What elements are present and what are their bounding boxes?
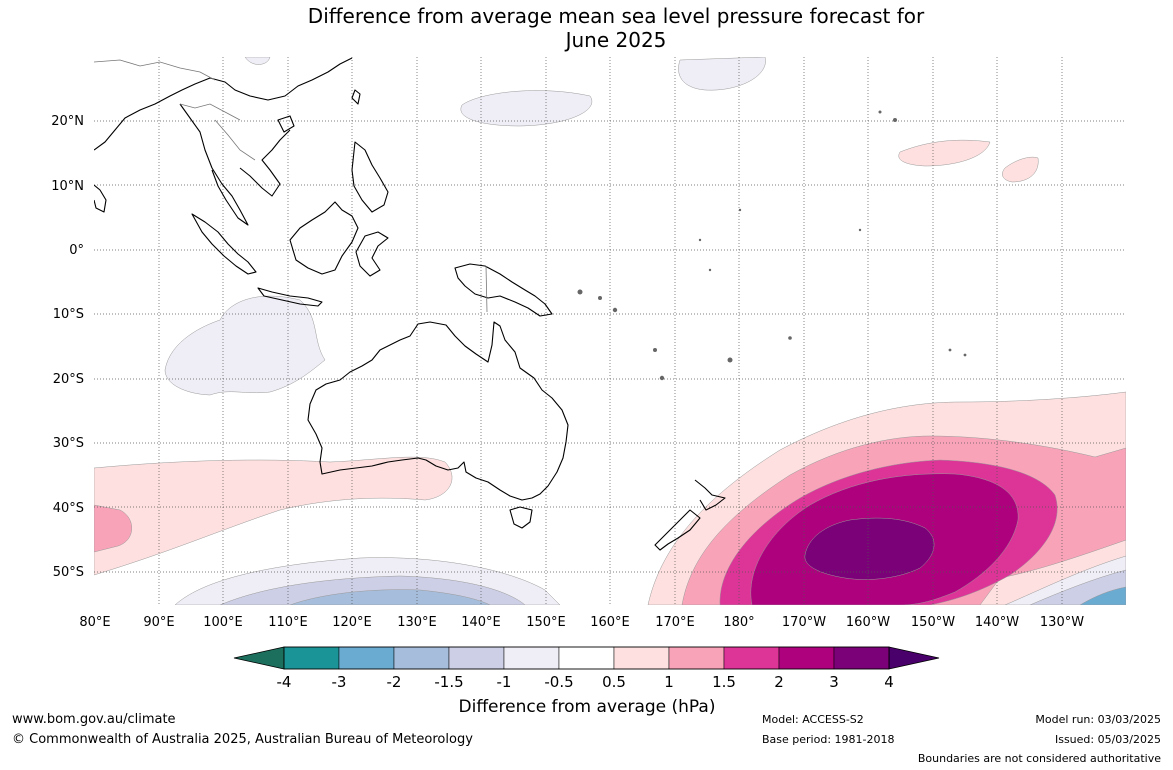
colorbar-tick-label: 4: [884, 673, 894, 691]
coastlines: [94, 57, 726, 551]
contour-low-southeast-pacific-3: [1079, 586, 1126, 605]
footer-disclaimer: Boundaries are not considered authoritat…: [917, 752, 1161, 765]
lat-label-10s: 10°S: [53, 307, 84, 322]
pacific-islands: [577, 110, 967, 381]
colorbar-title: Difference from average (hPa): [459, 697, 716, 717]
colorbar-segment: [503, 646, 560, 670]
latitude-labels: 20°N 10°N 0° 10°S 20°S 30°S 40°S 50°S: [51, 114, 84, 580]
colorbar-segment: [668, 646, 725, 670]
footer-website[interactable]: www.bom.gov.au/climate: [12, 712, 176, 727]
contour-high-tasman-5: [804, 517, 935, 580]
colorbar: -4 -3 -2 -1.5 -1 -0.5 0.5 1 1.5 2 3 4: [233, 646, 940, 691]
coastline-new-zealand: [654, 479, 726, 551]
contour-low-indian-ocean: [164, 295, 326, 396]
coastline-java: [257, 287, 323, 307]
contour-high-central-pacific: [898, 139, 991, 167]
lat-label-20s: 20°S: [53, 372, 84, 387]
colorbar-tick-label: 0.5: [602, 673, 626, 691]
map-gridlines: [94, 57, 1126, 605]
footer-model: Model: ACCESS-S2: [762, 713, 864, 726]
colorbar-tick-label: 2: [774, 673, 784, 691]
lat-label-40s: 40°S: [53, 501, 84, 516]
lon-label-170e: 170°E: [655, 615, 695, 630]
colorbar-segment: [393, 646, 450, 670]
contour-high-southern-indian-2: [94, 504, 132, 553]
colorbar-segment: [613, 646, 670, 670]
colorbar-extend-low: [233, 646, 285, 670]
coastline-tasmania: [509, 506, 533, 529]
lat-label-0: 0°: [69, 243, 84, 258]
colorbar-tick-label: -1: [497, 673, 512, 691]
lon-label-80e: 80°E: [79, 615, 110, 630]
colorbar-frame: [283, 646, 890, 670]
lon-label-160e: 160°E: [590, 615, 630, 630]
anomaly-contours: [94, 57, 1126, 605]
contour-low-north-pacific-2: [678, 57, 766, 91]
coastline-india: [94, 184, 107, 213]
lon-label-100e: 100°E: [203, 615, 243, 630]
colorbar-tick-label: -0.5: [544, 673, 573, 691]
contour-low-north-pacific: [460, 90, 593, 127]
footer-base-period: Base period: 1981-2018: [762, 733, 895, 746]
lon-label-120e: 120°E: [332, 615, 372, 630]
lon-label-160w: 160°W: [846, 615, 890, 630]
coastline-sulawesi: [355, 231, 389, 277]
contour-low-top: [244, 57, 271, 65]
coastline-sumatra: [191, 213, 257, 275]
colorbar-tick-label: -4: [277, 673, 292, 691]
lon-label-90e: 90°E: [143, 615, 174, 630]
lon-label-140w: 140°W: [975, 615, 1019, 630]
lon-label-130e: 130°E: [397, 615, 437, 630]
colorbar-segment: [448, 646, 505, 670]
lat-label-10n: 10°N: [51, 179, 84, 194]
colorbar-extend-high: [888, 646, 940, 670]
colorbar-segment: [283, 646, 340, 670]
longitude-labels: 80°E 90°E 100°E 110°E 120°E 130°E 140°E …: [79, 615, 1084, 630]
lon-label-140e: 140°E: [461, 615, 501, 630]
footer-model-run: Model run: 03/03/2025: [1035, 713, 1161, 726]
title-line-2: June 2025: [565, 28, 667, 52]
coastline-philippines: [351, 141, 389, 213]
lon-label-110e: 110°E: [268, 615, 308, 630]
map-title: Difference from average mean sea level p…: [0, 4, 1173, 52]
colorbar-segment: [833, 646, 890, 670]
lon-label-170w: 170°W: [782, 615, 826, 630]
coastline-southeast-asia: [94, 57, 353, 226]
country-borders: [94, 59, 488, 313]
footer-copyright: © Commonwealth of Australia 2025, Austra…: [12, 732, 473, 747]
lon-label-150w: 150°W: [911, 615, 955, 630]
colorbar-tick-label: 1.5: [712, 673, 736, 691]
colorbar-tick-label: -2: [387, 673, 402, 691]
colorbar-tick-label: 3: [829, 673, 839, 691]
coastline-borneo: [289, 201, 359, 275]
footer-issued: Issued: 05/03/2025: [1054, 733, 1161, 746]
colorbar-segment: [778, 646, 835, 670]
contour-low-southern-ocean-3: [289, 589, 491, 605]
lon-label-150e: 150°E: [526, 615, 566, 630]
lat-label-30s: 30°S: [53, 436, 84, 451]
contour-high-central-pacific-2: [1002, 156, 1039, 183]
coastline-taiwan: [351, 89, 361, 105]
lon-label-130w: 130°W: [1040, 615, 1084, 630]
title-line-1: Difference from average mean sea level p…: [307, 4, 925, 28]
colorbar-segment: [723, 646, 780, 670]
colorbar-tick-label: -1.5: [434, 673, 463, 691]
colorbar-segment: [338, 646, 395, 670]
lat-label-20n: 20°N: [51, 114, 84, 129]
map-panel: [94, 57, 1126, 605]
coastline-australia: [307, 321, 569, 501]
colorbar-tick-label: -3: [332, 673, 347, 691]
lon-label-180: 180°: [723, 615, 754, 630]
contour-high-southern-indian: [94, 456, 453, 576]
coastline-hainan: [277, 115, 295, 133]
colorbar-tick-label: 1: [664, 673, 674, 691]
lat-label-50s: 50°S: [53, 565, 84, 580]
colorbar-segment: [558, 646, 615, 670]
coastline-new-guinea: [454, 263, 553, 317]
